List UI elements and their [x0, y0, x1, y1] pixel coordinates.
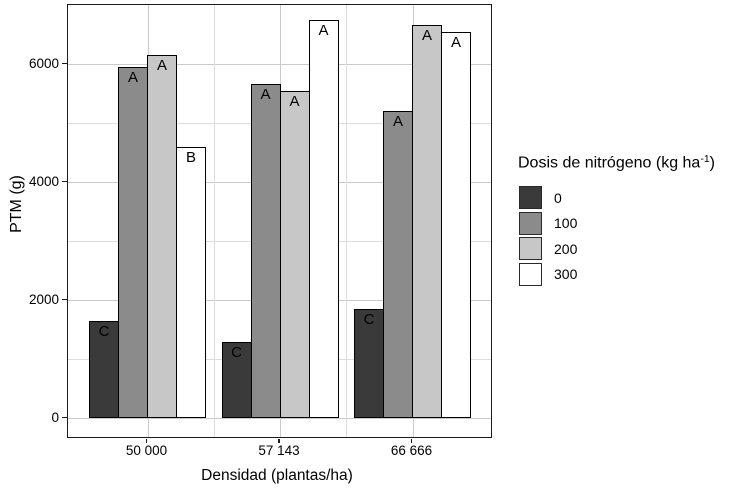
x-tick-label: 50 000 [125, 443, 168, 458]
x-tick-mark [410, 438, 413, 443]
x-tick-label: 57 143 [258, 443, 300, 458]
legend-title: Dosis de nitrógeno (kg ha-1) [518, 152, 715, 172]
gridline-major-h [68, 418, 491, 420]
legend-item: 100 [519, 211, 578, 235]
legend-key-swatch [519, 186, 542, 209]
legend-key-swatch [519, 262, 542, 286]
y-tick-mark [62, 62, 67, 65]
x-tick-label: 66 666 [390, 443, 433, 458]
bar-label: C [363, 311, 375, 329]
gridline-minor-v [346, 5, 348, 437]
bar [250, 84, 281, 419]
bar-label: A [289, 93, 300, 111]
bar-label: A [260, 86, 271, 104]
legend-item: 200 [519, 237, 578, 261]
x-tick-mark [145, 438, 148, 443]
gridline-minor-v [213, 5, 215, 437]
legend-key-swatch [519, 237, 542, 261]
y-tick-mark [62, 180, 67, 183]
gridline-major-h [68, 64, 491, 66]
bar [441, 31, 471, 419]
legend-item: 300 [519, 262, 578, 286]
legend-items: 0 100 200 300 [519, 186, 577, 286]
bar-label: A [450, 33, 461, 51]
legend-item-label: 100 [554, 215, 578, 232]
legend-item-label: 200 [554, 240, 578, 257]
y-tick-label: 4000 [28, 173, 59, 189]
bar [89, 320, 119, 419]
legend-key-swatch [519, 211, 542, 235]
y-tick-label: 0 [51, 409, 59, 425]
legend-item-label: 0 [554, 189, 562, 206]
legend-title-close-paren: ) [709, 154, 715, 172]
y-tick-label: 6000 [28, 55, 59, 71]
bar-label: A [392, 112, 403, 130]
y-tick-mark [62, 416, 67, 419]
bar-label: A [318, 22, 329, 40]
legend-title-superscript: -1 [700, 153, 710, 165]
x-tick-mark [278, 438, 280, 443]
legend-item: 0 [519, 186, 577, 209]
bar-label: C [98, 322, 110, 340]
bar [147, 55, 177, 419]
bar [118, 67, 148, 419]
bar [308, 20, 339, 419]
bar-label: A [421, 27, 432, 45]
bar [279, 91, 310, 419]
bar-label: A [156, 57, 167, 75]
y-tick-mark [62, 298, 67, 301]
bar-label: C [231, 343, 242, 361]
x-axis-title: Densidad (plantas/ha) [201, 467, 353, 484]
bar-label: B [185, 148, 196, 166]
legend-item-label: 300 [554, 266, 578, 283]
bar [354, 309, 384, 419]
bar [383, 110, 413, 419]
bar-label: A [127, 69, 138, 87]
bar [176, 146, 206, 419]
legend-title-text: Dosis de nitrógeno (kg ha [518, 154, 701, 172]
y-tick-label: 2000 [28, 291, 59, 307]
bar [412, 25, 442, 419]
